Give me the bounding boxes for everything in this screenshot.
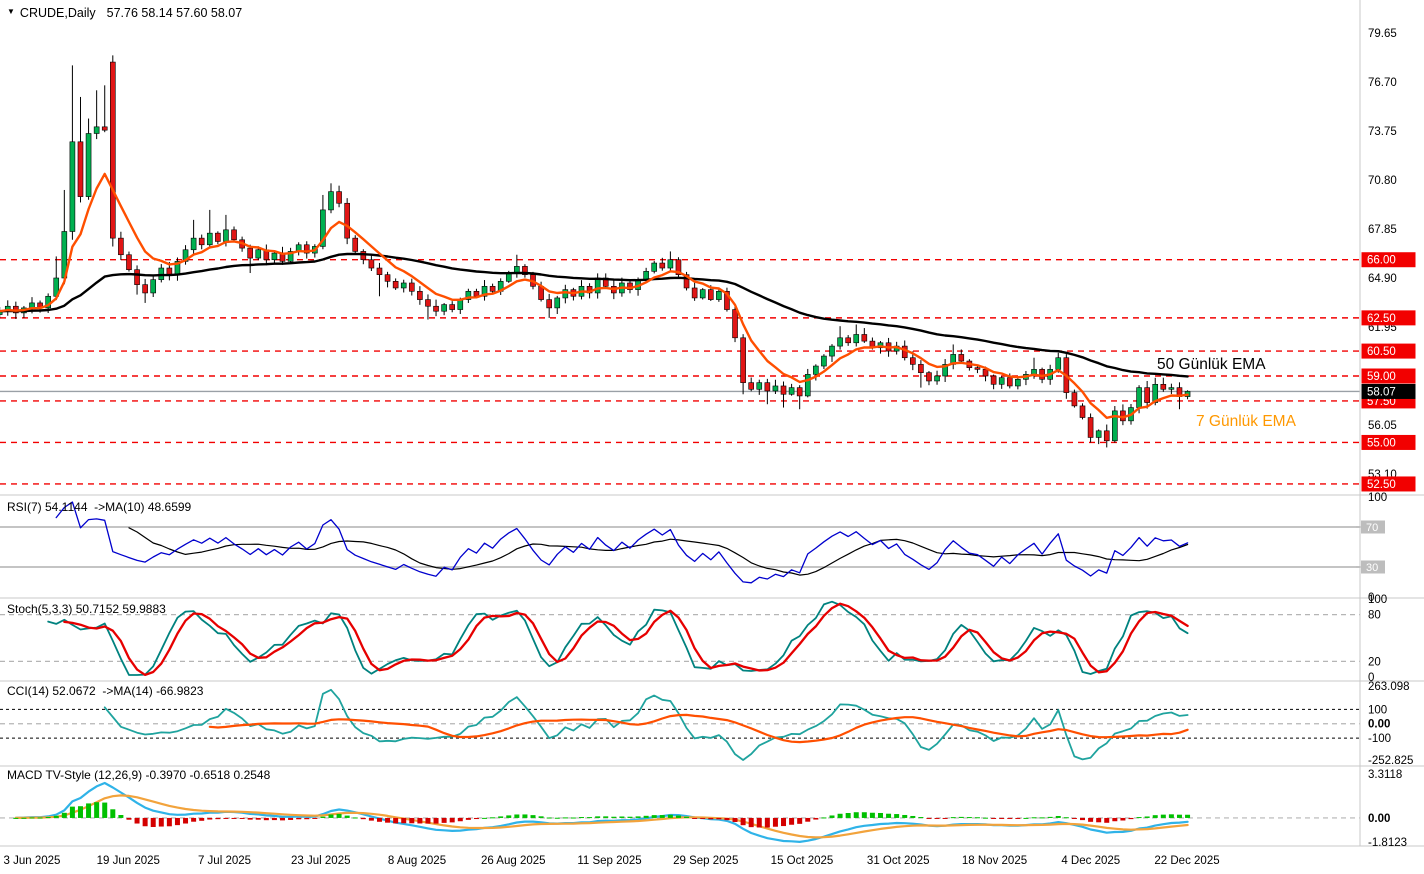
svg-text:0: 0 — [1368, 592, 1374, 604]
svg-text:26 Aug 2025: 26 Aug 2025 — [481, 855, 546, 867]
date-axis-layer: 3 Jun 2025 19 Jun 2025 7 Jul 2025 23 Jul 20… — [4, 855, 1220, 867]
svg-text:70: 70 — [1366, 522, 1378, 534]
level-lines-layer — [0, 259, 1360, 485]
svg-text:18 Nov 2025: 18 Nov 2025 — [962, 855, 1027, 867]
svg-text:59.00: 59.00 — [1367, 371, 1396, 383]
svg-text:56.05: 56.05 — [1368, 420, 1397, 432]
symbol-period-label: CRUDE,Daily — [19, 6, 96, 20]
cci-header: CCI(14) 52.0672 ->MA(14) -66.9823 — [7, 684, 204, 698]
rsi-header: RSI(7) 54.1144 ->MA(10) 48.6599 — [7, 500, 192, 514]
svg-text:66.00: 66.00 — [1367, 255, 1396, 267]
svg-text:19 Jun 2025: 19 Jun 2025 — [97, 855, 160, 867]
svg-text:31 Oct 2025: 31 Oct 2025 — [867, 855, 930, 867]
candles-layer — [0, 55, 1191, 448]
svg-text:60.50: 60.50 — [1367, 346, 1396, 358]
svg-text:15 Oct 2025: 15 Oct 2025 — [771, 855, 834, 867]
svg-text:55.00: 55.00 — [1367, 437, 1396, 449]
svg-text:22 Dec 2025: 22 Dec 2025 — [1154, 855, 1219, 867]
svg-text:0.00: 0.00 — [1368, 719, 1390, 731]
ema50-label: 50 Günlük EMA — [1157, 356, 1266, 373]
svg-text:-1.8123: -1.8123 — [1368, 837, 1407, 849]
svg-text:-100: -100 — [1368, 733, 1391, 745]
svg-text:70.80: 70.80 — [1368, 175, 1397, 187]
svg-text:100: 100 — [1368, 492, 1387, 504]
price-axis-layer: 79.6576.7073.7570.8067.8564.9061.9556.05… — [1361, 28, 1416, 492]
svg-text:30: 30 — [1366, 562, 1378, 574]
price-axis[interactable] — [1360, 0, 1424, 846]
svg-text:76.70: 76.70 — [1368, 77, 1397, 89]
svg-text:3 Jun 2025: 3 Jun 2025 — [4, 855, 61, 867]
ohlc-readout: 57.76 58.14 57.60 58.07 — [106, 6, 243, 20]
svg-text:0: 0 — [1368, 672, 1374, 684]
separators-layer — [0, 0, 1424, 847]
svg-text:29 Sep 2025: 29 Sep 2025 — [673, 855, 738, 867]
svg-text:0.00: 0.00 — [1368, 813, 1390, 825]
stoch-header: Stoch(5,3,3) 50.7152 59.9883 — [7, 602, 166, 616]
svg-text:7 Jul 2025: 7 Jul 2025 — [198, 855, 251, 867]
svg-text:80: 80 — [1368, 610, 1381, 622]
svg-text:62.50: 62.50 — [1367, 313, 1396, 325]
svg-text:73.75: 73.75 — [1368, 126, 1397, 138]
svg-text:3.3118: 3.3118 — [1368, 769, 1402, 781]
svg-text:67.85: 67.85 — [1368, 224, 1397, 236]
svg-text:64.90: 64.90 — [1368, 273, 1397, 285]
svg-text:23 Jul 2025: 23 Jul 2025 — [291, 855, 350, 867]
svg-text:52.50: 52.50 — [1367, 479, 1396, 491]
svg-text:8 Aug 2025: 8 Aug 2025 — [388, 855, 446, 867]
indicator-lines-layer — [14, 501, 1189, 843]
svg-text:263.098: 263.098 — [1368, 681, 1410, 693]
svg-text:100: 100 — [1368, 704, 1387, 716]
svg-text:11 Sep 2025: 11 Sep 2025 — [577, 855, 641, 867]
panel-axis-layer: 1007030010080200263.0981000.00-100-252.8… — [1356, 492, 1413, 849]
svg-text:20: 20 — [1368, 656, 1381, 668]
svg-text:-252.825: -252.825 — [1368, 755, 1413, 767]
macd-header: MACD TV-Style (12,26,9) -0.3970 -0.6518 … — [7, 768, 271, 782]
ema7-label: 7 Günlük EMA — [1196, 413, 1296, 430]
svg-text:79.65: 79.65 — [1368, 28, 1397, 40]
symbol-dropdown-icon[interactable]: ▼ — [7, 7, 15, 16]
svg-text:58.07: 58.07 — [1367, 386, 1396, 398]
svg-text:4 Dec 2025: 4 Dec 2025 — [1061, 855, 1120, 867]
macd-histogram-layer — [13, 802, 1191, 828]
chart-title: ▼ CRUDE,Daily 57.76 58.14 57.60 58.07 — [7, 6, 242, 20]
ema-overlays-layer — [0, 172, 1189, 419]
time-axis[interactable] — [0, 846, 1424, 874]
svg-text:100: 100 — [1368, 594, 1387, 606]
